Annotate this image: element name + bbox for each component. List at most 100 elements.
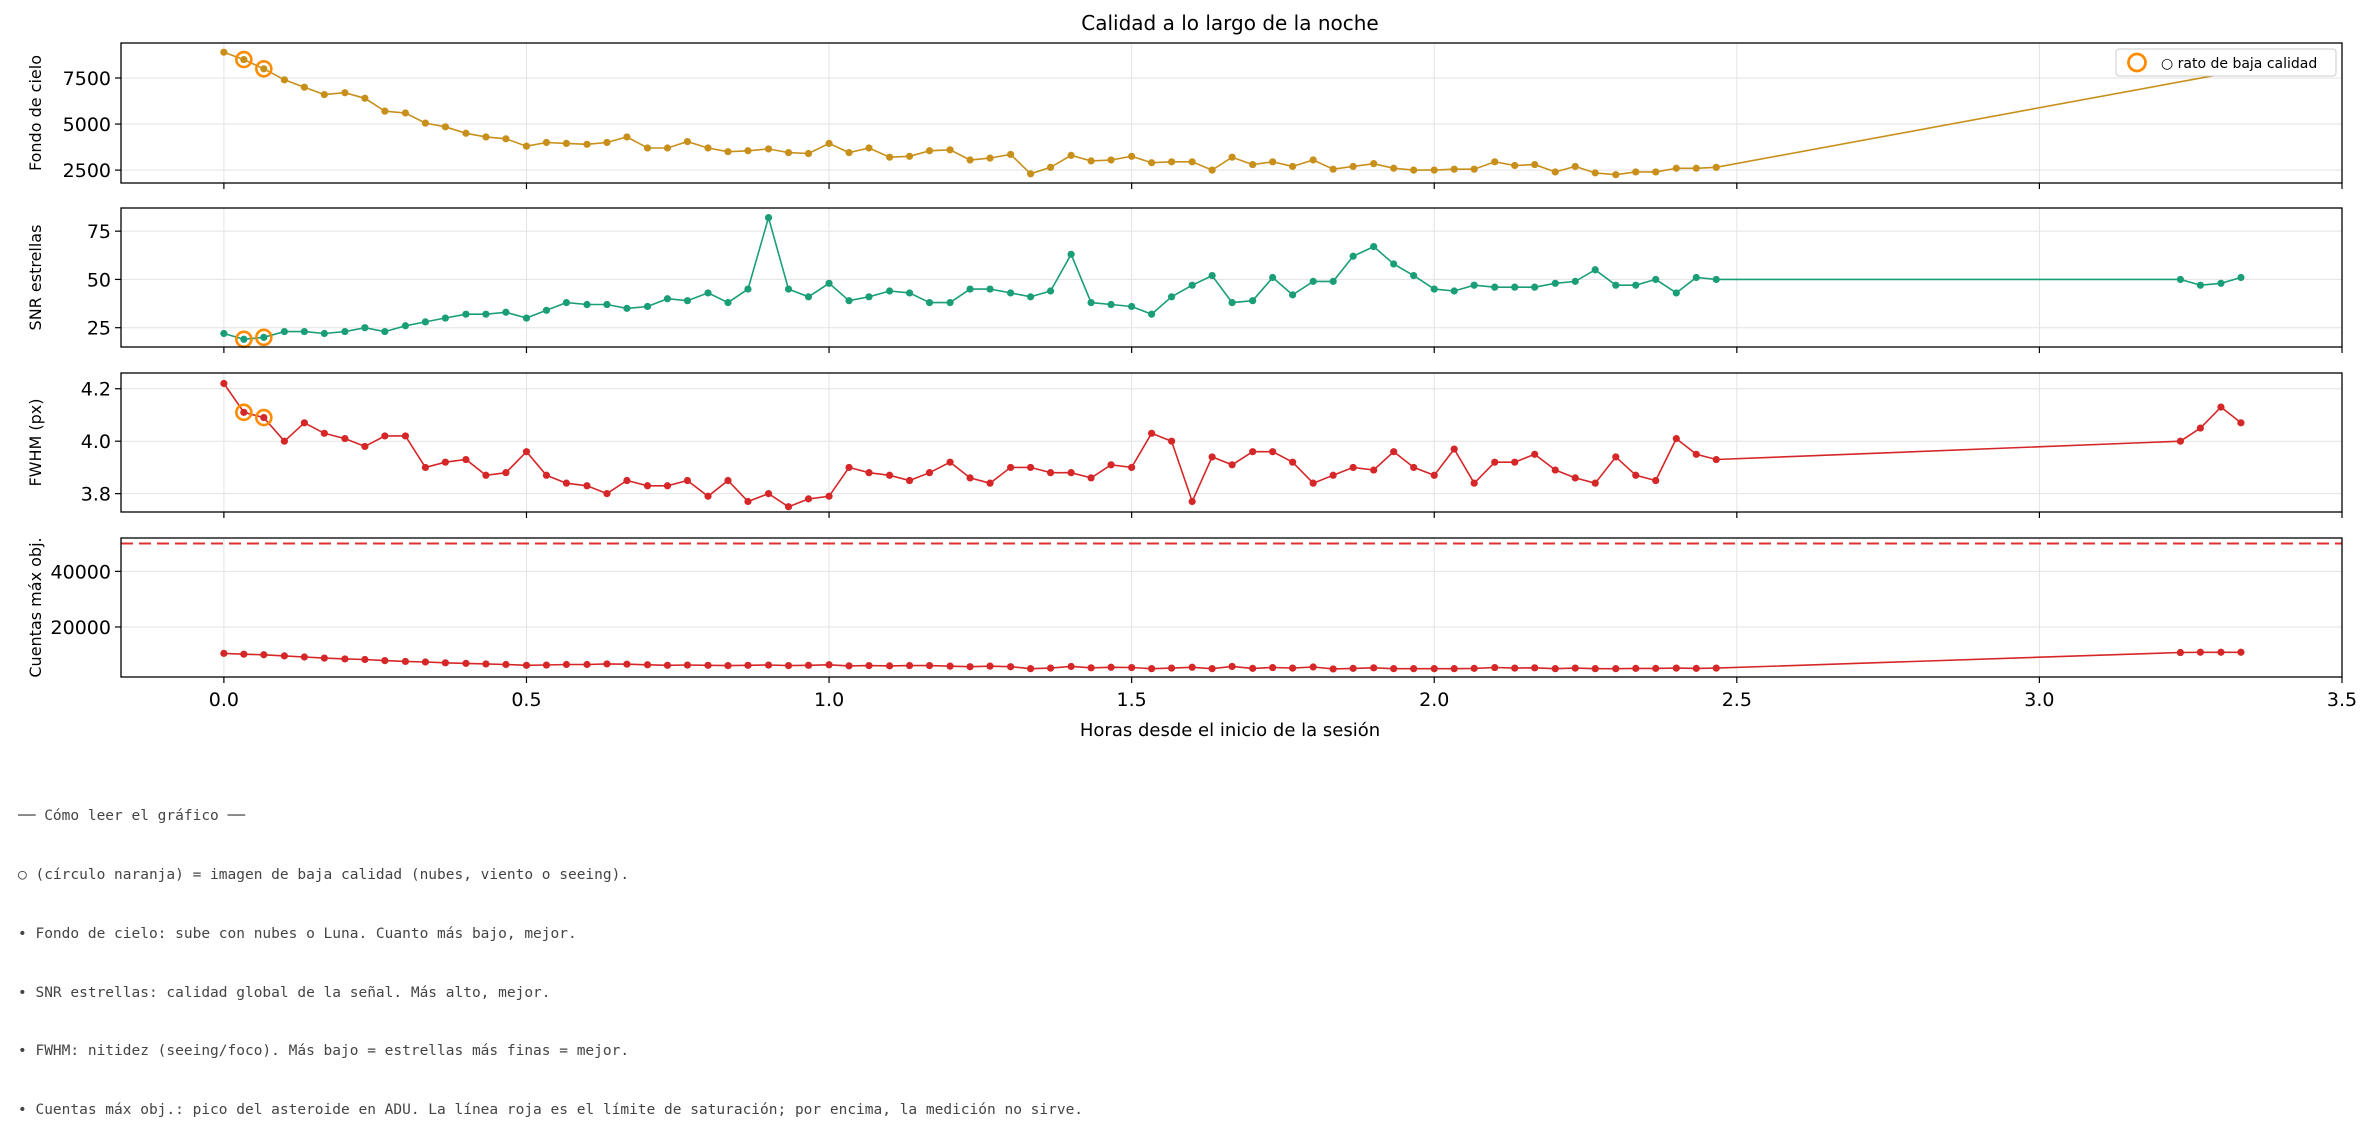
data-point [1329,665,1337,673]
data-point [542,138,551,147]
data-point [401,657,410,666]
data-point [804,495,813,503]
data-point [361,324,369,332]
data-point [704,289,712,297]
data-point [260,65,268,73]
data-point [784,285,793,293]
data-point [240,650,248,658]
data-point [1349,463,1357,472]
data-point [300,653,308,661]
low-quality-marker [255,328,273,347]
data-point [562,479,571,487]
data-point [2217,279,2225,287]
data-point [1349,664,1357,672]
data-point [623,304,631,312]
data-point [946,458,954,466]
data-point [361,655,369,664]
data-point [1329,471,1337,479]
data-point [1450,165,1458,173]
data-point [1652,476,1660,485]
data-point [1046,287,1055,295]
data-point [905,476,914,485]
data-point [462,455,470,464]
data-point [1349,162,1357,171]
data-point [583,140,591,148]
data-point [946,146,954,154]
data-point [1672,289,1680,297]
data-point [2237,419,2245,427]
data-point [583,300,591,309]
reading-guide: ── Cómo leer el gráfico ── ○ (círculo na… [18,768,1083,1140]
data-point [1289,291,1297,299]
data-point [1612,453,1620,461]
data-point [1370,243,1378,251]
data-point [562,298,571,307]
y-axis-label: Fondo de cielo [26,55,45,171]
data-point [825,661,833,669]
y-tick-label: 20000 [51,617,111,639]
data-point [1289,458,1297,466]
data-point [462,310,470,318]
data-point [502,135,510,143]
data-point [1046,163,1055,171]
data-point [1591,665,1599,673]
data-point [1450,665,1458,673]
data-point [320,90,328,99]
data-point [441,314,449,322]
data-point [683,137,692,146]
data-point [1107,156,1115,164]
data-point [683,297,692,305]
data-point [1612,171,1620,179]
data-point [2176,648,2185,657]
data-point [986,285,994,293]
data-point [280,327,288,336]
data-point [462,659,470,667]
data-point [966,474,974,482]
data-point [885,662,894,670]
data-point [885,471,894,479]
x-axis-label: Horas desde el inicio de la sesión [1080,720,1380,741]
data-point [1087,474,1095,482]
data-point [724,662,732,670]
data-point [522,314,531,322]
data-point [1390,665,1398,673]
data-point [1430,166,1438,174]
data-point [1672,664,1680,672]
data-point [1007,463,1015,472]
data-point [1087,664,1095,672]
data-point [421,119,430,127]
data-point [1692,450,1700,458]
data-point [1188,158,1196,166]
x-tick-label: 1.5 [1117,689,1147,711]
data-point [683,661,692,669]
data-point [724,476,732,485]
data-point [1652,168,1660,176]
data-point [643,482,652,490]
data-point [1370,160,1378,168]
data-point [441,659,449,667]
data-point [341,89,349,97]
chart-title: Calidad a lo largo de la noche [1081,11,1379,35]
data-point [583,660,591,669]
data-point [1046,469,1055,477]
data-point [966,285,974,293]
data-point [1067,151,1075,159]
data-point [1491,458,1499,466]
data-point [1329,277,1337,285]
data-point [562,660,571,669]
data-point [1167,664,1176,672]
data-point [1148,665,1156,673]
data-point [1672,434,1680,443]
data-point [1309,277,1317,285]
data-point [1107,461,1115,469]
data-point [280,437,288,445]
data-point [865,144,873,152]
data-point [1430,285,1438,293]
data-point [240,408,248,416]
data-point [1269,448,1277,456]
guide-line-fwhm: • FWHM: nitidez (seeing/foco). Más bajo … [18,1043,630,1060]
x-tick-label: 0.5 [511,689,541,711]
data-point [1228,461,1236,469]
data-point [1087,157,1095,165]
low-quality-marker [255,408,273,427]
